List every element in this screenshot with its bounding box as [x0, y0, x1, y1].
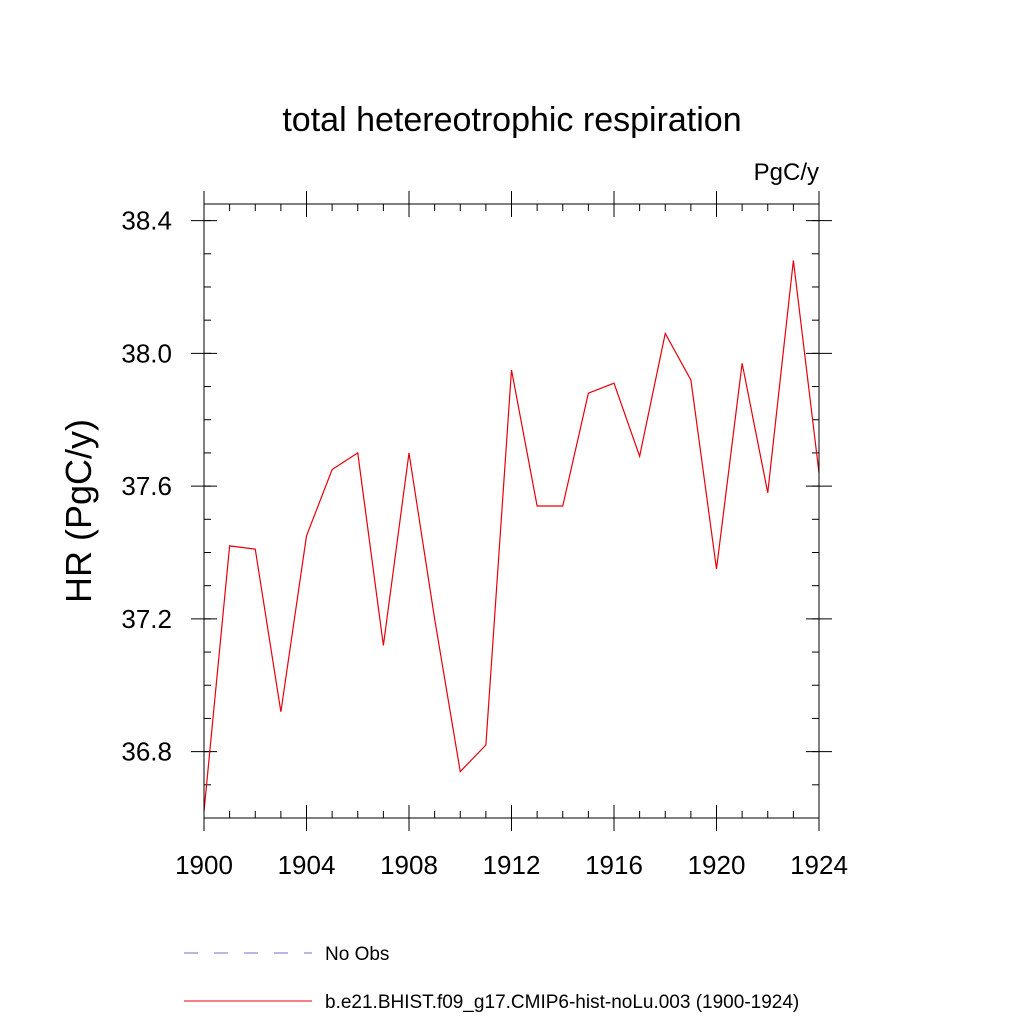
x-tick-label: 1900 — [175, 850, 233, 880]
y-tick-label: 36.8 — [121, 737, 172, 767]
y-axis-title: HR (PgC/y) — [58, 419, 99, 603]
x-tick-label: 1908 — [380, 850, 438, 880]
chart-title: total hetereotrophic respiration — [282, 101, 741, 139]
axis-ticks — [191, 191, 832, 831]
y-tick-label: 37.2 — [121, 604, 172, 634]
x-tick-label: 1924 — [790, 850, 848, 880]
x-tick-label: 1920 — [688, 850, 746, 880]
units-label: PgC/y — [754, 159, 819, 186]
axis-tick-labels: 1900 1904 1908 1912 1916 1920 1924 36.8 37.2 37.6… — [121, 206, 848, 880]
x-tick-label: 1916 — [585, 850, 643, 880]
x-tick-label: 1912 — [483, 850, 541, 880]
y-tick-label: 38.0 — [121, 338, 172, 368]
data-series — [203, 260, 820, 812]
plot-frame — [203, 203, 820, 819]
legend: No Obs b.e21.BHIST.f09_g17.CMIP6-hist-no… — [184, 944, 799, 1013]
y-tick-label: 37.6 — [121, 471, 172, 501]
legend-label-model-run: b.e21.BHIST.f09_g17.CMIP6-hist-noLu.003 … — [325, 992, 799, 1013]
series-line — [203, 260, 820, 812]
y-tick-label: 38.4 — [121, 206, 172, 236]
x-tick-label: 1904 — [278, 850, 336, 880]
legend-label-no-obs: No Obs — [325, 944, 389, 965]
